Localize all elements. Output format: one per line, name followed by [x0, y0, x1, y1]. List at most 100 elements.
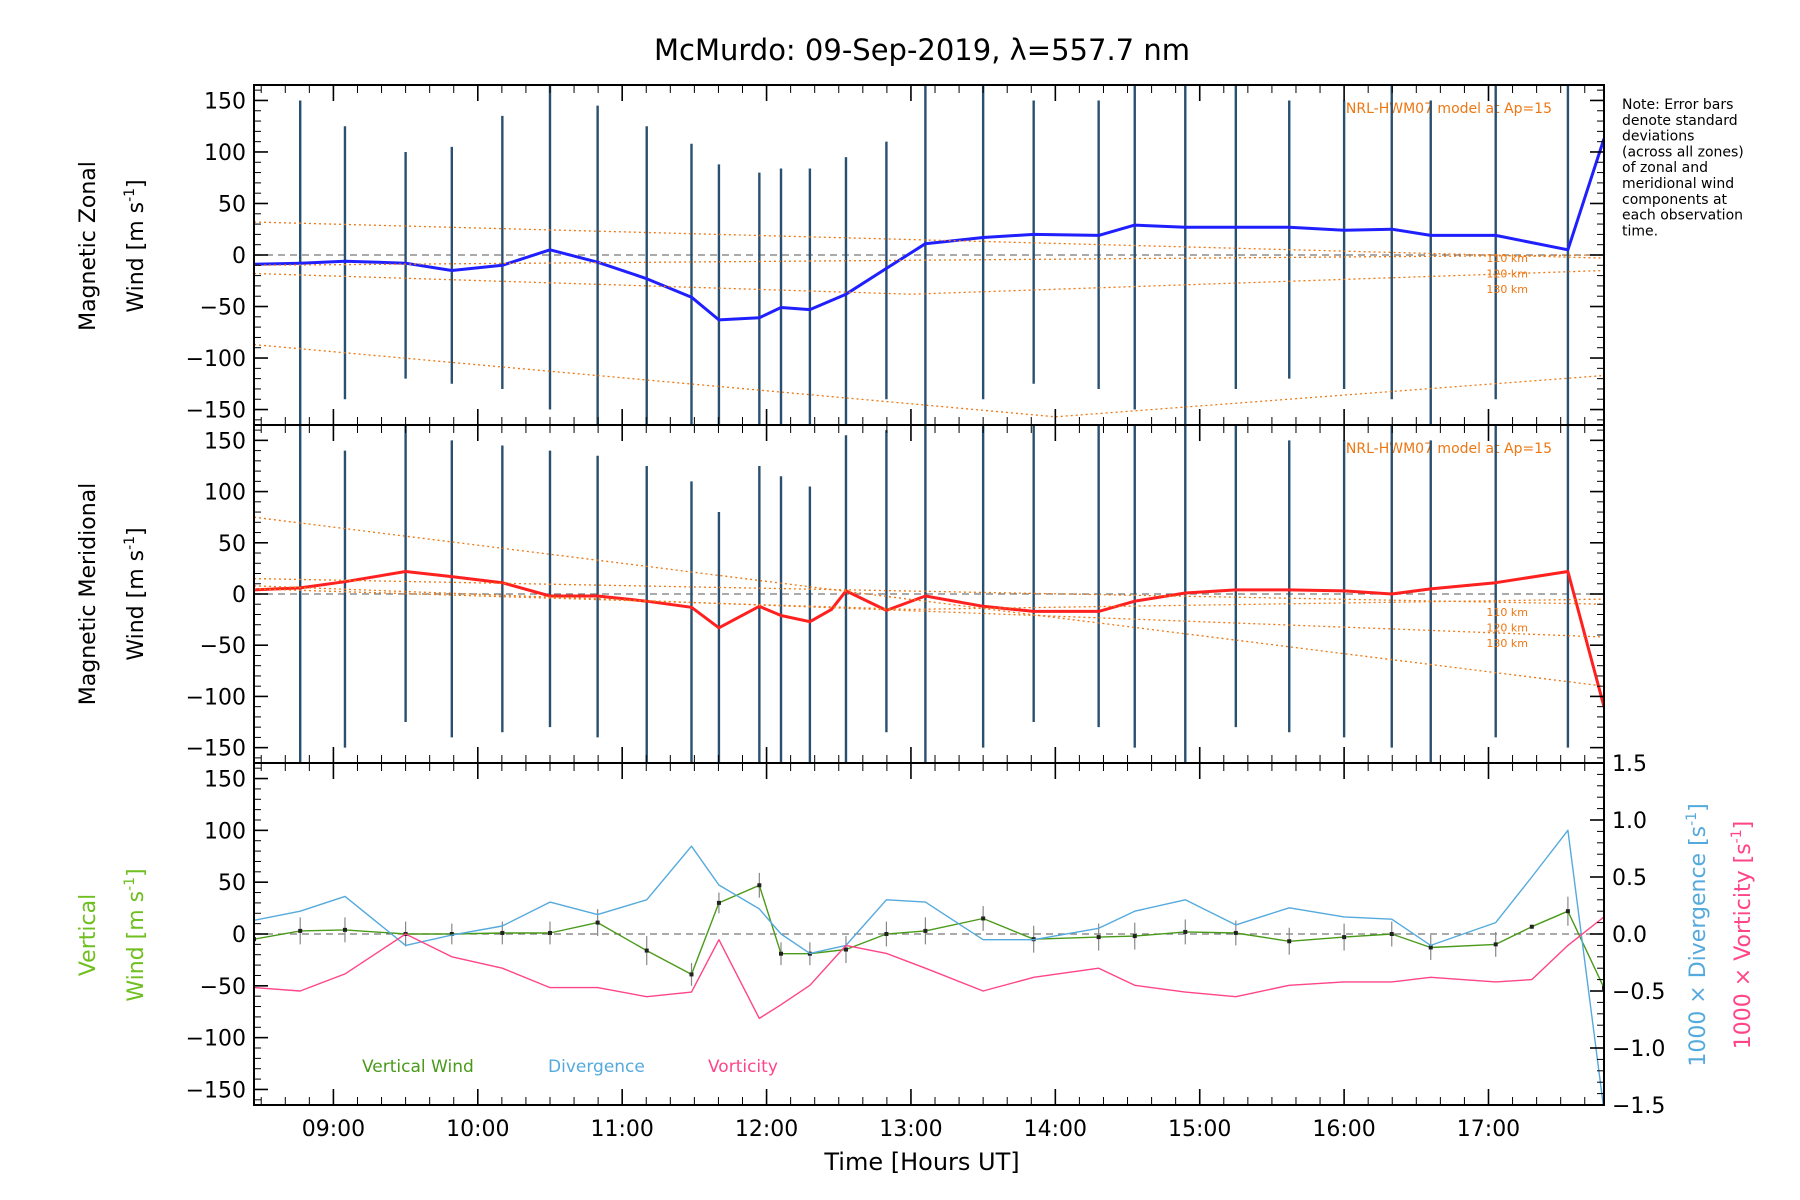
right-ytick-label-6: −1.5: [1612, 1094, 1665, 1119]
divergence-axis-sup: -1: [1684, 812, 1700, 826]
zonal-ytick-label-2: 50: [218, 192, 246, 217]
zonal-altitude-label-1: 120 km: [1486, 268, 1528, 281]
meridional-model-label: NRL-HWM07 model at Ap=15: [1346, 441, 1552, 457]
note-line-0: Note: Error bars: [1622, 97, 1733, 113]
meridional-ytick-label-2: 50: [218, 532, 246, 557]
meridional-series-model-120-km: [254, 585, 1604, 638]
right-ytick-label-2: 0.5: [1612, 866, 1647, 891]
vertical-ylabel-close: ]: [124, 868, 149, 877]
meridional-ytick-label-4: −50: [200, 634, 246, 659]
divergence-axis-label: 1000 × Divergence [s-1]: [1684, 803, 1711, 1066]
note-line-8: time.: [1622, 223, 1658, 239]
meridional-ylabel-close: ]: [124, 527, 149, 536]
right-ytick-label-3: 0.0: [1612, 923, 1647, 948]
xtick-label-7: 16:00: [1312, 1117, 1375, 1142]
vorticity-axis-label: 1000 × Vorticity [s-1]: [1729, 821, 1756, 1049]
meridional-altitude-label-1: 120 km: [1486, 622, 1528, 635]
xtick-label-2: 11:00: [590, 1117, 653, 1142]
zonal-ylabel-line2: Wind [m s-1]: [122, 179, 149, 312]
divergence-axis-text: 1000 × Divergence [s: [1686, 826, 1711, 1067]
xtick-label-8: 17:00: [1457, 1117, 1520, 1142]
vertical-wind-point-19: [1096, 935, 1101, 940]
zonal-series-zonal-wind: [254, 138, 1604, 322]
x-axis-label: Time [Hours UT]: [823, 1148, 1019, 1176]
vertical-ytick-label-3: 0: [232, 923, 246, 948]
right-ytick-label-0: 1.5: [1612, 752, 1647, 777]
zonal-ytick-label-5: −100: [186, 347, 246, 372]
vorticity-axis-text: 1000 × Vorticity [s: [1731, 843, 1756, 1049]
meridional-ytick-label-0: 150: [204, 429, 246, 454]
note-line-5: meridional wind: [1622, 176, 1734, 192]
note-line-6: components at: [1622, 192, 1728, 208]
vertical-wind-point-22: [1233, 930, 1238, 935]
zonal-series-model-110-km: [254, 254, 1604, 266]
zonal-plot-area: [254, 85, 1604, 425]
vertical-wind-point-27: [1493, 942, 1498, 947]
vertical-wind-point-16: [923, 928, 928, 933]
xtick-label-0: 09:00: [302, 1117, 365, 1142]
zonal-model-label: NRL-HWM07 model at Ap=15: [1346, 101, 1552, 117]
vertical-plot-area: [254, 829, 1604, 1105]
zonal-ytick-label-4: −50: [200, 296, 246, 321]
meridional-ytick-label-6: −150: [186, 737, 246, 762]
vertical-ytick-label-0: 150: [204, 768, 246, 793]
right-ytick-label-4: −0.5: [1612, 980, 1665, 1005]
note-line-1: denote standard: [1622, 113, 1738, 129]
vertical-wind-point-14: [843, 947, 848, 952]
xtick-label-1: 10:00: [446, 1117, 509, 1142]
zonal-ytick-label-1: 100: [204, 141, 246, 166]
vertical-wind-point-23: [1287, 939, 1292, 944]
meridional-ylabel-line2: Wind [m s-1]: [122, 527, 149, 660]
divergence-right-label: 1000 × Divergence [s-1]: [1684, 803, 1711, 1066]
legend-divergence: Divergence: [548, 1057, 645, 1077]
note-line-3: (across all zones): [1622, 144, 1744, 160]
vertical-series-divergence: [254, 829, 1604, 1105]
vertical-ytick-label-6: −150: [186, 1078, 246, 1103]
right-ytick-label-1: 1.0: [1612, 809, 1647, 834]
meridional-plot-area: [254, 425, 1604, 763]
zonal-ylabel: Magnetic Zonal Wind [m s-1]: [76, 161, 149, 331]
note-line-4: of zonal and: [1622, 160, 1708, 176]
vertical-wind-point-20: [1132, 934, 1137, 939]
vertical-wind-point-4: [449, 932, 454, 936]
xtick-label-6: 15:00: [1168, 1117, 1231, 1142]
vertical-wind-point-12: [779, 951, 784, 956]
vertical-ytick-label-5: −100: [186, 1027, 246, 1052]
meridional-ylabel-sup: -1: [122, 536, 138, 550]
vertical-wind-point-24: [1342, 935, 1347, 940]
vertical-wind-point-26: [1428, 945, 1433, 950]
vertical-ytick-label-4: −50: [200, 975, 246, 1000]
vertical-ytick-label-1: 100: [204, 819, 246, 844]
vertical-wind-point-8: [644, 948, 649, 953]
zonal-ytick-label-0: 150: [204, 89, 246, 114]
vertical-ylabel-sup: -1: [122, 877, 138, 891]
vertical-wind-point-28: [1529, 924, 1534, 929]
vertical-wind-point-10: [716, 900, 721, 905]
note-line-7: each observation: [1622, 208, 1743, 224]
vertical-wind-point-2: [342, 927, 347, 932]
xtick-label-4: 13:00: [879, 1117, 942, 1142]
vorticity-right-label: 1000 × Vorticity [s-1]: [1729, 821, 1756, 1049]
zonal-ylabel-sup: -1: [122, 188, 138, 202]
meridional-ylabel: Magnetic Meridional Wind [m s-1]: [76, 483, 149, 705]
meridional-altitude-label-0: 110 km: [1486, 606, 1528, 619]
zonal-altitude-label-2: 130 km: [1486, 283, 1528, 296]
vertical-wind-point-25: [1389, 932, 1394, 936]
zonal-ytick-label-3: 0: [232, 244, 246, 269]
zonal-panel: NRL-HWM07 model at Ap=15 Magnetic Zonal …: [76, 84, 1605, 426]
vertical-wind-point-5: [500, 930, 505, 935]
vorticity-axis-sup: -1: [1729, 829, 1745, 843]
zonal-ylabel-close: ]: [124, 179, 149, 188]
vertical-wind-point-7: [595, 920, 600, 925]
meridional-series-model-130-km: [254, 516, 1604, 687]
vertical-ytick-label-2: 50: [218, 871, 246, 896]
vertical-wind-point-1: [298, 928, 303, 933]
zonal-series-model-upper: [254, 221, 1604, 259]
vertical-wind-point-15: [884, 932, 889, 936]
meridional-ytick-label-1: 100: [204, 481, 246, 506]
vertical-ylabel-unit: Wind [m s: [124, 891, 149, 1002]
meridional-ylabel-unit: Wind [m s: [124, 550, 149, 661]
vorticity-axis-close: ]: [1731, 821, 1756, 830]
vertical-series-vorticity: [254, 916, 1604, 1020]
meridional-altitude-label-2: 130 km: [1486, 637, 1528, 650]
